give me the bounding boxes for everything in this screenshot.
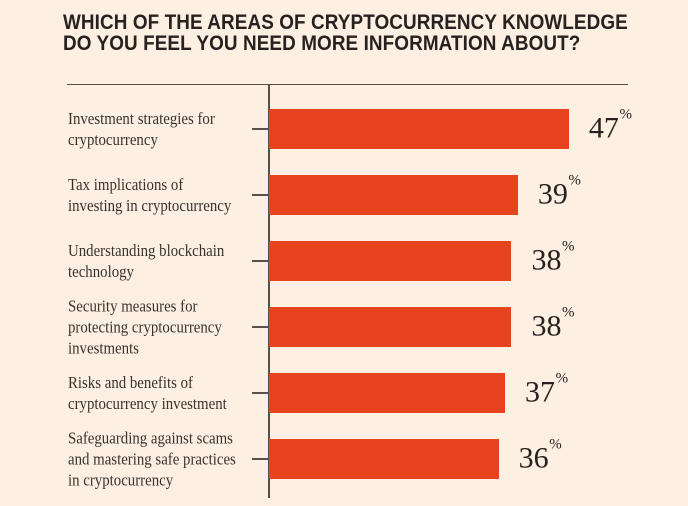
bar-chart: Investment strategies for cryptocurrency… (67, 84, 632, 498)
percent-sign: % (549, 436, 562, 453)
value-number: 37 (525, 375, 556, 409)
percent-sign: % (619, 106, 632, 123)
value-label: 38% (531, 305, 574, 343)
value-bar (269, 109, 569, 149)
percent-sign: % (568, 172, 581, 189)
category-label: Safeguarding against scams and mastering… (68, 428, 236, 490)
axis-tick (252, 128, 268, 130)
category-label: Understanding blockchain technology (68, 241, 225, 281)
value-number: 39 (537, 177, 568, 211)
value-number: 47 (588, 111, 619, 145)
page-title-line-1: WHICH OF THE AREAS OF CRYPTOCURRENCY KNO… (63, 11, 628, 34)
axis-tick (252, 260, 268, 262)
value-bar (269, 439, 499, 479)
category-label: Tax implications of investing in cryptoc… (68, 175, 232, 215)
chart-row: Investment strategies for cryptocurrency… (67, 107, 632, 149)
value-bar (269, 307, 512, 347)
value-label: 47% (588, 107, 632, 145)
percent-sign: % (562, 304, 575, 321)
page-title-line-2: DO YOU FEEL YOU NEED MORE INFORMATION AB… (63, 31, 581, 55)
value-bar (269, 175, 518, 215)
value-number: 38 (531, 243, 562, 277)
chart-row: Safeguarding against scams and mastering… (67, 429, 628, 490)
axis-tick (252, 392, 268, 394)
percent-sign: % (555, 370, 569, 387)
chart-row: Security measures for protecting cryptoc… (67, 297, 628, 358)
value-label: 36% (518, 437, 562, 475)
value-label: 39% (537, 173, 581, 211)
page-title: WHICH OF THE AREAS OF CRYPTOCURRENCY KNO… (63, 11, 628, 55)
value-number: 36 (518, 441, 549, 475)
y-axis-line (268, 85, 270, 498)
category-label: Risks and benefits of cryptocurrency inv… (68, 373, 227, 413)
value-bar (269, 373, 506, 413)
axis-tick (252, 458, 268, 460)
axis-tick (252, 194, 268, 196)
chart-row: Risks and benefits of cryptocurrency inv… (67, 371, 628, 413)
chart-rows: Investment strategies for cryptocurrency… (67, 107, 632, 490)
percent-sign: % (562, 238, 575, 255)
value-bar (269, 241, 512, 281)
value-number: 38 (531, 309, 562, 343)
category-label: Investment strategies for cryptocurrency (68, 109, 215, 149)
chart-row: Tax implications of investing in cryptoc… (67, 173, 628, 215)
category-label: Security measures for protecting cryptoc… (68, 296, 222, 358)
axis-tick (252, 326, 268, 328)
value-label: 38% (531, 239, 574, 277)
chart-row: Understanding blockchain technology 38% (67, 239, 628, 281)
value-label: 37% (525, 371, 568, 409)
